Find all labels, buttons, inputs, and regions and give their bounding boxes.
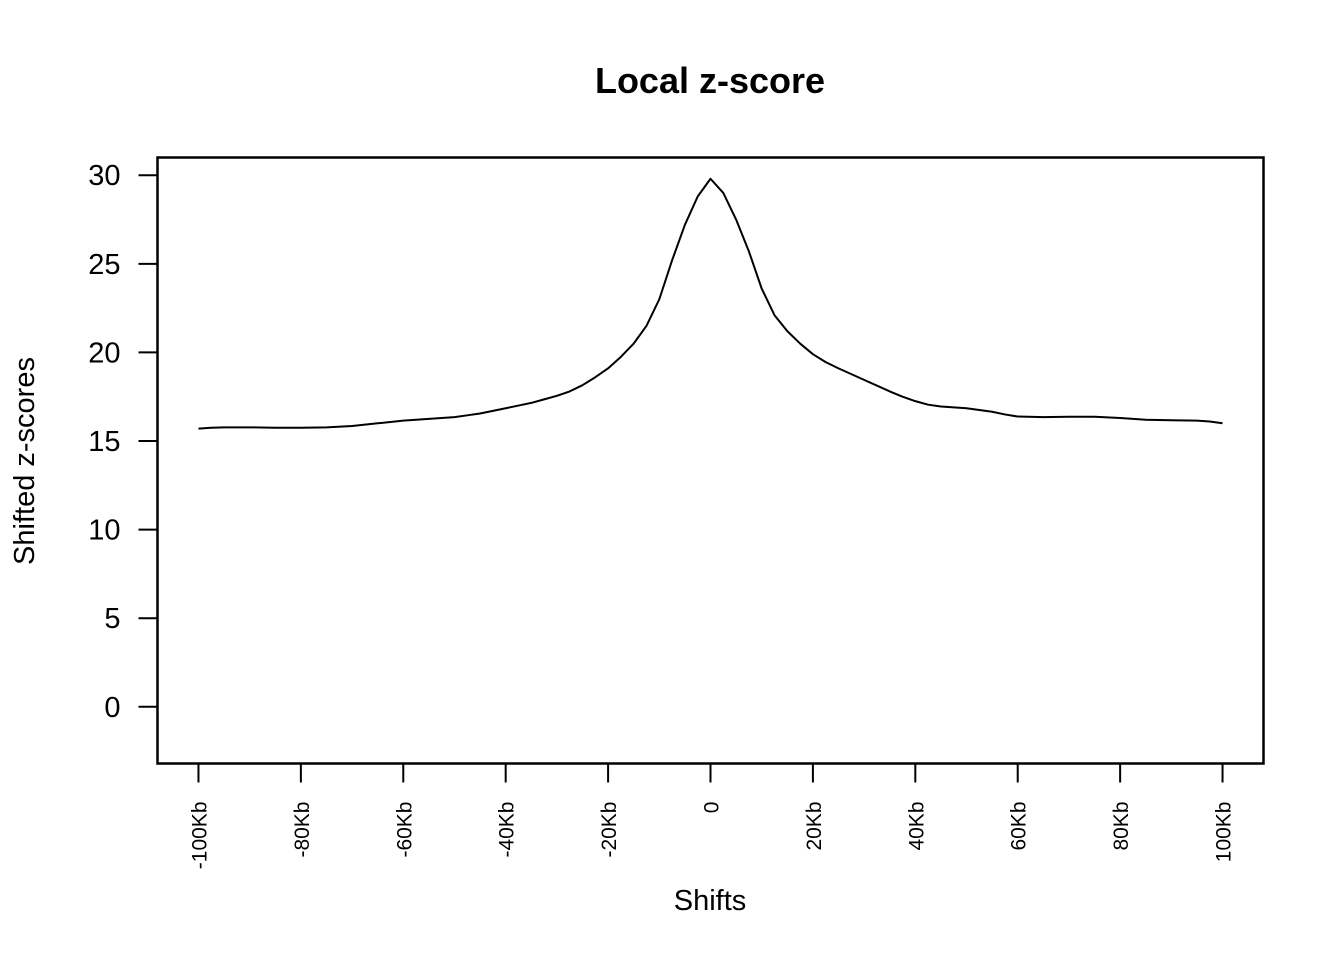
x-tick-label: 20Kb [803,802,826,851]
x-tick-label: -40Kb [496,802,519,858]
y-tick-label: 5 [104,603,120,635]
x-tick-label: -60Kb [393,802,416,858]
z-score-line [198,177,1223,430]
y-tick-label: 15 [88,426,120,458]
x-tick-label: 100Kb [1213,802,1236,863]
chart-title: Local z-score [595,60,825,101]
y-tick-label: 25 [88,249,120,281]
y-axis-label: Shifted z-scores [9,357,41,565]
x-tick-label: 0 [701,802,724,814]
plot-frame [156,156,1265,765]
y-tick-label: 10 [88,515,120,547]
x-tick-label: 60Kb [1008,802,1031,851]
x-tick-label: 40Kb [905,802,928,851]
y-tick-label: 0 [104,692,120,724]
x-axis: -100Kb -80Kb -60Kb -40Kb -20Kb 0 20Kb 40Kb 60Kb 8… [188,763,1236,870]
x-tick-label: 80Kb [1110,802,1133,851]
x-tick-label: -20Kb [598,802,621,858]
y-tick-label: 20 [88,337,120,369]
x-axis-label: Shifts [674,885,747,917]
x-tick-label: -80Kb [291,802,314,858]
y-axis: 0 5 10 15 20 25 30 [88,160,158,724]
x-tick-label: -100Kb [188,802,211,870]
y-tick-label: 30 [88,160,120,192]
